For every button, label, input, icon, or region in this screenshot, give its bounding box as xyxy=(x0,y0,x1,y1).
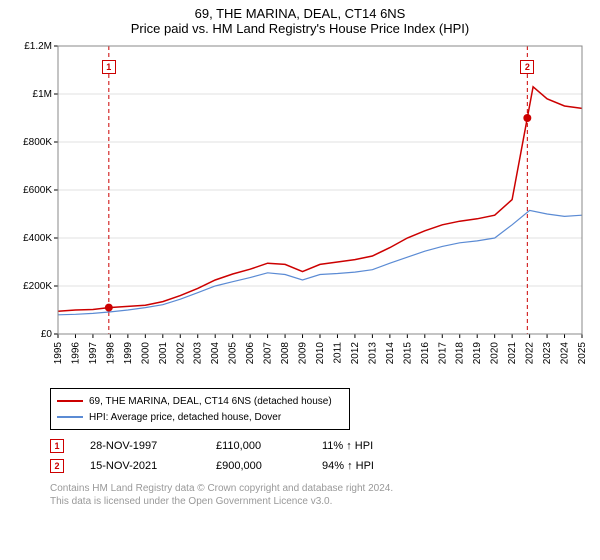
event-badge: 1 xyxy=(50,439,64,453)
legend-row: 69, THE MARINA, DEAL, CT14 6NS (detached… xyxy=(57,393,343,409)
svg-text:2002: 2002 xyxy=(175,342,186,365)
event-row: 1 28-NOV-1997 £110,000 11% ↑ HPI xyxy=(50,436,590,456)
event-date: 15-NOV-2021 xyxy=(90,460,190,472)
svg-text:2015: 2015 xyxy=(402,342,413,365)
svg-text:2019: 2019 xyxy=(472,342,483,365)
svg-text:2024: 2024 xyxy=(560,342,571,365)
chart-svg: £0 £200K £400K £600K £800K £1M £1.2M 1995 1996 19… xyxy=(10,42,590,382)
svg-text:2006: 2006 xyxy=(245,342,256,365)
svg-text:1999: 1999 xyxy=(123,342,134,365)
svg-text:£1.2M: £1.2M xyxy=(24,42,52,52)
svg-text:2009: 2009 xyxy=(298,342,309,365)
svg-text:2011: 2011 xyxy=(332,342,343,364)
legend-row: HPI: Average price, detached house, Dove… xyxy=(57,409,343,425)
svg-text:1995: 1995 xyxy=(53,342,64,365)
svg-text:£800K: £800K xyxy=(23,137,52,148)
svg-text:£400K: £400K xyxy=(23,233,52,244)
svg-text:2014: 2014 xyxy=(385,342,396,365)
svg-text:2020: 2020 xyxy=(490,342,501,365)
svg-text:2016: 2016 xyxy=(420,342,431,365)
svg-text:£1M: £1M xyxy=(33,89,52,100)
footer-line2: This data is licensed under the Open Gov… xyxy=(50,495,590,508)
svg-text:2007: 2007 xyxy=(263,342,274,365)
chart-marker-badge: 2 xyxy=(520,60,534,74)
legend: 69, THE MARINA, DEAL, CT14 6NS (detached… xyxy=(50,388,350,430)
svg-text:1997: 1997 xyxy=(88,342,99,365)
svg-text:1996: 1996 xyxy=(70,342,81,365)
svg-text:£600K: £600K xyxy=(23,185,52,196)
event-badge: 2 xyxy=(50,459,64,473)
event-price: £110,000 xyxy=(216,440,296,452)
svg-text:2013: 2013 xyxy=(367,342,378,365)
event-row: 2 15-NOV-2021 £900,000 94% ↑ HPI xyxy=(50,456,590,476)
svg-text:2021: 2021 xyxy=(507,342,518,365)
svg-text:2012: 2012 xyxy=(350,342,361,365)
svg-text:2008: 2008 xyxy=(280,342,291,365)
footer-attribution: Contains HM Land Registry data © Crown c… xyxy=(50,482,590,508)
footer-line1: Contains HM Land Registry data © Crown c… xyxy=(50,482,590,495)
svg-text:1998: 1998 xyxy=(105,342,116,365)
chart-title-line2: Price paid vs. HM Land Registry's House … xyxy=(10,21,590,36)
chart-marker-badge: 1 xyxy=(102,60,116,74)
svg-text:2023: 2023 xyxy=(542,342,553,365)
svg-text:2005: 2005 xyxy=(228,342,239,365)
legend-label: 69, THE MARINA, DEAL, CT14 6NS (detached… xyxy=(89,396,332,407)
event-price: £900,000 xyxy=(216,460,296,472)
svg-text:2010: 2010 xyxy=(315,342,326,365)
legend-label: HPI: Average price, detached house, Dove… xyxy=(89,412,281,423)
svg-text:£200K: £200K xyxy=(23,281,52,292)
svg-text:2022: 2022 xyxy=(525,342,536,365)
svg-text:2004: 2004 xyxy=(210,342,221,365)
legend-swatch xyxy=(57,416,83,418)
svg-text:2017: 2017 xyxy=(437,342,448,365)
event-table: 1 28-NOV-1997 £110,000 11% ↑ HPI 2 15-NOV-202… xyxy=(50,436,590,476)
event-pct: 94% ↑ HPI xyxy=(322,460,374,472)
svg-text:2000: 2000 xyxy=(140,342,151,365)
chart-title-line1: 69, THE MARINA, DEAL, CT14 6NS xyxy=(10,6,590,21)
svg-text:2018: 2018 xyxy=(455,342,466,365)
event-pct: 11% ↑ HPI xyxy=(322,440,373,452)
chart-area: £0 £200K £400K £600K £800K £1M £1.2M 1995 1996 19… xyxy=(10,42,590,382)
legend-swatch xyxy=(57,400,83,402)
event-date: 28-NOV-1997 xyxy=(90,440,190,452)
svg-text:2001: 2001 xyxy=(158,342,169,365)
svg-text:2003: 2003 xyxy=(193,342,204,365)
svg-text:2025: 2025 xyxy=(577,342,588,365)
svg-text:£0: £0 xyxy=(41,329,53,340)
